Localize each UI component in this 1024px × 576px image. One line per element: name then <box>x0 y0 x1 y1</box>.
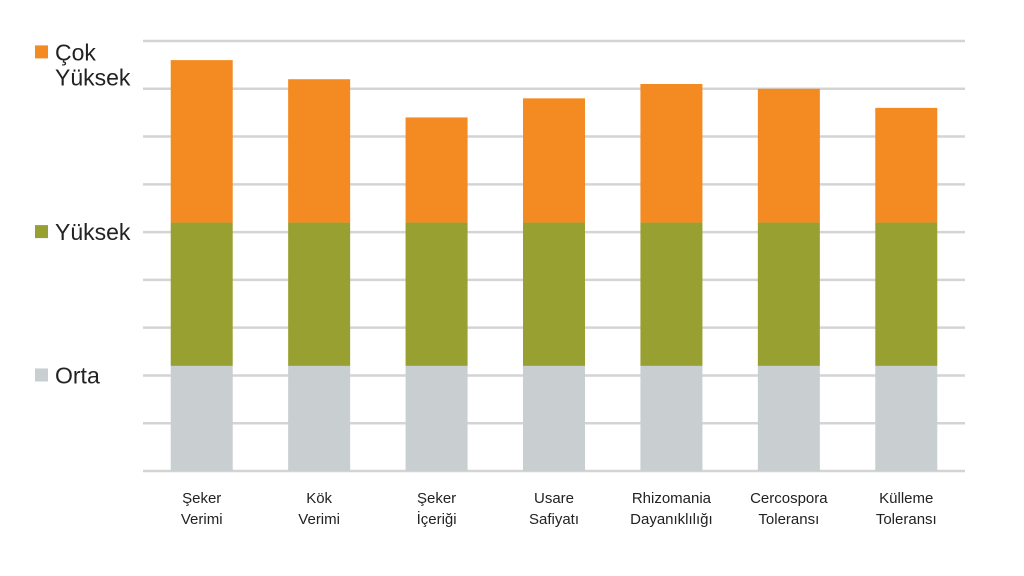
bar-segment-orta <box>170 365 233 471</box>
bar-segment-cok-yuksek <box>640 84 703 223</box>
bar-segment-yuksek <box>757 222 820 366</box>
bar-segment-cok-yuksek <box>875 107 938 223</box>
x-tick-label: Külleme Toleransı <box>876 490 937 528</box>
bar-segment-yuksek <box>170 222 233 366</box>
bar-segment-orta <box>288 365 351 471</box>
bar-segment-cok-yuksek <box>757 88 820 223</box>
bar-segment-cok-yuksek <box>523 98 585 223</box>
x-tick-label: Şeker Verimi <box>181 490 223 528</box>
bar-segment-orta <box>757 365 820 471</box>
legend-swatch <box>35 45 48 59</box>
legend-label: Çok Yüksek <box>55 39 131 90</box>
bar-segment-yuksek <box>288 222 351 366</box>
bar-segment-orta <box>640 365 703 471</box>
x-tick-labels: Şeker Verimi Kök Verimi Şeker İçeriği Usare Saf… <box>181 490 937 528</box>
bar-segment-yuksek <box>523 222 585 366</box>
bar-segment-orta <box>875 365 938 471</box>
bar-segment-cok-yuksek <box>170 60 233 223</box>
x-tick-label: Kök Verimi <box>298 490 340 528</box>
x-tick-label: Usare Safiyatı <box>529 490 579 528</box>
bar-segment-orta <box>523 365 585 471</box>
x-tick-label: Şeker İçeriği <box>417 490 457 528</box>
legend-swatch <box>35 225 48 239</box>
x-tick-label: Rhizomania Dayanıklılığı <box>630 490 713 528</box>
legend-label: Orta <box>55 362 100 388</box>
legend-swatch <box>35 368 48 382</box>
x-tick-label: Cercospora Toleransı <box>750 490 828 528</box>
bar-segment-yuksek <box>875 222 938 366</box>
bar-segment-cok-yuksek <box>405 117 468 223</box>
bars <box>170 60 938 471</box>
bar-segment-yuksek <box>405 222 468 366</box>
legend-label: Yüksek <box>55 219 131 245</box>
bar-segment-cok-yuksek <box>288 79 351 223</box>
bar-segment-orta <box>405 365 468 471</box>
bar-segment-yuksek <box>640 222 703 366</box>
legend: Çok Yüksek Yüksek Orta <box>35 39 131 388</box>
